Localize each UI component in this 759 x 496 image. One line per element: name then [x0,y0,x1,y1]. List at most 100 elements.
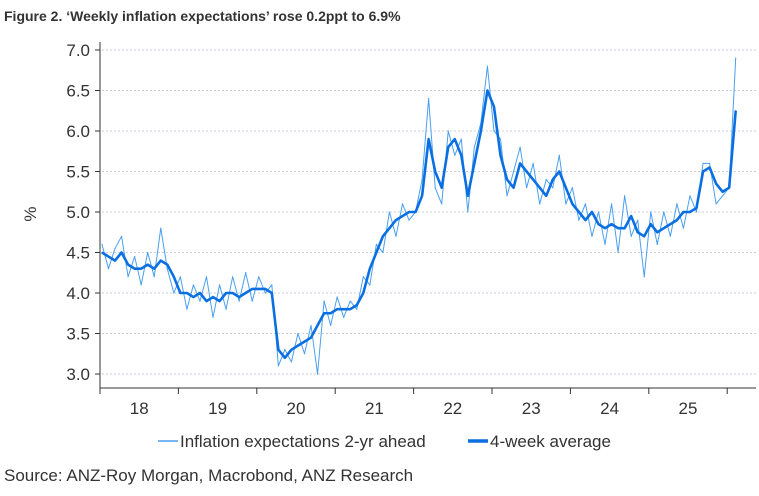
data-point [173,292,175,294]
data-point [356,304,358,306]
data-point [147,264,149,266]
data-point [441,187,443,189]
data-point [232,292,234,294]
data-point [428,138,430,140]
data-point [336,296,338,298]
data-point [356,308,358,310]
data-point [650,223,652,225]
data-point [251,288,253,290]
data-point [708,162,711,164]
data-point [330,324,332,326]
data-point [637,231,639,233]
data-point [708,166,711,169]
data-point [388,227,391,229]
data-point [669,235,671,237]
data-point [434,187,436,189]
data-point [160,260,162,262]
data-point [702,170,704,173]
x-tick-label: 20 [287,399,306,418]
data-point [382,235,384,237]
data-point [310,336,312,339]
data-point [578,219,580,221]
data-point [689,195,691,197]
data-point [277,349,279,351]
data-point [173,276,175,278]
data-point [663,227,665,229]
data-point [290,349,293,351]
data-point [656,243,658,245]
data-point [192,296,195,298]
data-point [303,353,306,355]
data-point [617,227,619,229]
y-tick-label: 6.0 [66,122,90,141]
data-point [369,268,371,270]
data-point [225,308,227,310]
data-point [637,219,639,221]
data-point [101,243,103,245]
data-point [225,292,227,294]
data-point [362,292,364,294]
data-point [597,211,600,213]
data-point [434,170,436,173]
data-point [120,251,123,254]
data-point [676,219,678,221]
legend-label: Inflation expectations 2-yr ahead [180,432,426,451]
data-point [617,251,619,254]
series-line [101,58,737,375]
data-point [558,154,560,156]
data-point [669,223,671,225]
data-point [539,187,541,189]
data-point [552,179,554,181]
data-point [205,276,208,278]
data-point [290,361,293,363]
data-point [258,288,260,290]
data-point [199,300,201,302]
data-point [160,227,162,229]
data-point [722,195,724,197]
data-point [486,65,489,67]
data-point [140,268,142,270]
data-point [722,191,724,193]
data-point [212,296,214,298]
data-point [284,357,286,359]
data-point [271,292,273,294]
data-point [473,162,475,164]
data-point [245,272,247,274]
data-point [493,106,495,108]
data-point [107,268,110,270]
data-point [512,170,515,173]
data-point [134,268,136,270]
y-tick-label: 3.0 [66,365,90,384]
data-point [630,215,632,217]
data-point [186,292,188,294]
x-tick-label: 18 [130,399,149,418]
data-point [571,203,573,205]
data-point [114,247,116,250]
y-tick-label: 4.0 [66,284,90,303]
data-point [414,211,417,213]
data-point [715,203,717,205]
data-point [134,255,136,258]
data-point [166,264,168,266]
y-tick-label: 7.0 [66,41,90,60]
data-point [147,251,149,254]
data-point [512,187,515,189]
data-point [643,276,645,278]
data-point [323,300,325,302]
data-point [460,154,462,156]
data-point [676,203,678,205]
data-point [584,219,587,221]
data-point [689,211,691,213]
data-point [565,203,567,205]
series-line [101,89,737,360]
data-point [205,300,208,302]
data-point [153,276,155,278]
data-point [630,235,632,237]
data-point [486,89,489,92]
y-tick-label: 5.0 [66,203,90,222]
data-point [578,211,580,213]
data-point [388,211,391,213]
data-point [349,308,351,310]
